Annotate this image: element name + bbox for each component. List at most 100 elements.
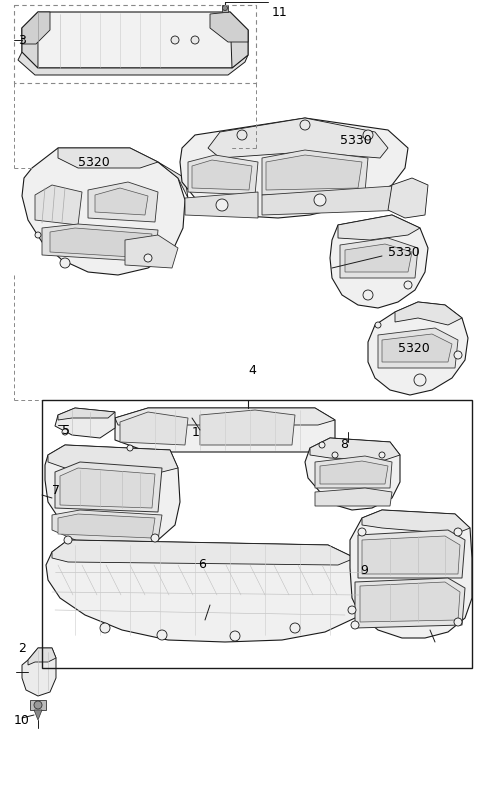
Polygon shape — [115, 408, 335, 452]
Circle shape — [351, 621, 359, 629]
Polygon shape — [58, 514, 155, 538]
Polygon shape — [338, 215, 420, 240]
Text: 5320: 5320 — [398, 341, 430, 354]
Circle shape — [127, 445, 133, 451]
Bar — [14, 5, 256, 83]
Circle shape — [144, 254, 152, 262]
Polygon shape — [358, 530, 465, 578]
Polygon shape — [48, 445, 178, 472]
Polygon shape — [95, 188, 148, 215]
Polygon shape — [52, 510, 162, 548]
Text: 5330: 5330 — [340, 133, 372, 147]
Polygon shape — [262, 185, 408, 215]
Text: 4: 4 — [248, 364, 256, 376]
Circle shape — [191, 36, 199, 44]
Circle shape — [290, 623, 300, 633]
Circle shape — [151, 534, 159, 542]
Circle shape — [34, 701, 42, 709]
Polygon shape — [115, 408, 335, 425]
Polygon shape — [382, 334, 452, 362]
Text: 5: 5 — [62, 423, 70, 437]
Polygon shape — [28, 648, 56, 665]
Polygon shape — [368, 302, 468, 395]
Polygon shape — [378, 328, 458, 368]
Polygon shape — [355, 578, 465, 628]
Polygon shape — [22, 12, 248, 68]
Polygon shape — [34, 710, 42, 720]
Polygon shape — [362, 510, 470, 534]
Circle shape — [404, 281, 412, 289]
Polygon shape — [55, 462, 162, 512]
Polygon shape — [210, 12, 248, 42]
Polygon shape — [230, 12, 248, 68]
Polygon shape — [330, 215, 428, 308]
Polygon shape — [120, 412, 188, 445]
Polygon shape — [320, 461, 388, 484]
Polygon shape — [22, 148, 185, 275]
Text: 6: 6 — [198, 558, 206, 572]
Polygon shape — [222, 5, 228, 12]
Circle shape — [379, 452, 385, 458]
Polygon shape — [50, 228, 152, 258]
Text: 8: 8 — [340, 438, 348, 452]
Polygon shape — [315, 488, 392, 506]
Text: 10: 10 — [14, 714, 30, 727]
Polygon shape — [158, 162, 188, 198]
Circle shape — [60, 258, 70, 268]
Polygon shape — [18, 52, 248, 75]
Polygon shape — [315, 456, 392, 488]
Polygon shape — [262, 150, 368, 195]
Polygon shape — [360, 582, 460, 622]
Text: 9: 9 — [360, 564, 368, 576]
Polygon shape — [395, 302, 462, 325]
Circle shape — [230, 631, 240, 641]
Circle shape — [64, 536, 72, 544]
Polygon shape — [185, 192, 258, 218]
Circle shape — [414, 374, 426, 386]
Polygon shape — [35, 185, 82, 225]
Polygon shape — [192, 160, 252, 190]
Polygon shape — [310, 438, 400, 460]
Circle shape — [454, 528, 462, 536]
Polygon shape — [22, 12, 50, 44]
Circle shape — [314, 194, 326, 206]
Polygon shape — [52, 540, 355, 565]
Circle shape — [363, 130, 373, 140]
Circle shape — [62, 429, 68, 435]
Circle shape — [454, 351, 462, 359]
Polygon shape — [88, 182, 158, 222]
Circle shape — [319, 442, 325, 448]
Text: 2: 2 — [18, 642, 26, 654]
Polygon shape — [305, 438, 400, 510]
Polygon shape — [22, 648, 56, 696]
Polygon shape — [388, 178, 428, 218]
Polygon shape — [42, 224, 158, 262]
Circle shape — [171, 36, 179, 44]
Circle shape — [237, 130, 247, 140]
Polygon shape — [188, 155, 258, 195]
Circle shape — [300, 120, 310, 130]
Circle shape — [35, 232, 41, 238]
Circle shape — [348, 606, 356, 614]
Circle shape — [454, 618, 462, 626]
Polygon shape — [180, 118, 408, 218]
Text: 7: 7 — [52, 484, 60, 496]
Polygon shape — [60, 468, 155, 508]
Polygon shape — [345, 244, 412, 272]
Text: 5320: 5320 — [78, 156, 110, 168]
Circle shape — [375, 322, 381, 328]
Polygon shape — [58, 148, 158, 168]
Bar — [42, 400, 472, 668]
Text: 11: 11 — [272, 6, 288, 18]
Polygon shape — [350, 510, 472, 638]
Circle shape — [157, 630, 167, 640]
Polygon shape — [362, 536, 460, 574]
Circle shape — [216, 199, 228, 211]
Polygon shape — [46, 540, 372, 642]
Polygon shape — [340, 238, 418, 278]
Polygon shape — [55, 408, 115, 438]
Polygon shape — [30, 700, 46, 710]
Circle shape — [223, 6, 228, 10]
Polygon shape — [58, 408, 115, 420]
Text: 3: 3 — [18, 33, 26, 47]
